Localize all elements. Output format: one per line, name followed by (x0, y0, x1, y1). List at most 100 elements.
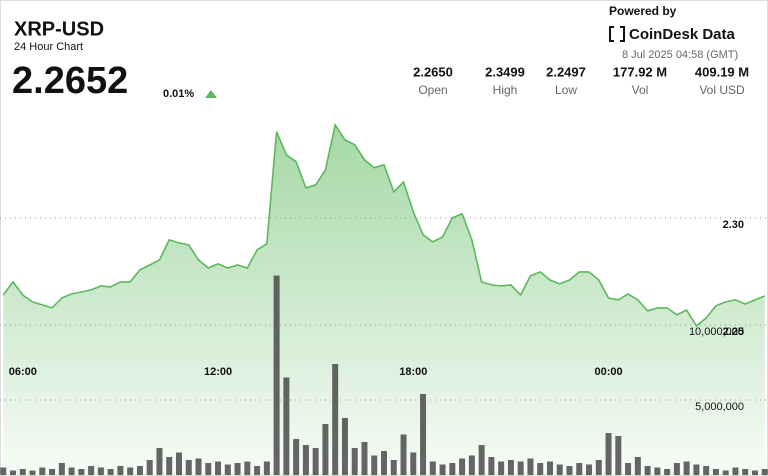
volume-bar (175, 452, 182, 475)
y-tick-label: 2.30 (723, 219, 744, 231)
y-tick-label: 10,000,000 (689, 326, 744, 338)
volume-bar (439, 464, 446, 475)
x-tick-label: 06:00 (9, 366, 37, 378)
stat-value: 2.2497 (546, 64, 586, 79)
stat-label: Open (418, 83, 447, 97)
volume-bar (312, 448, 319, 475)
volume-bar (751, 470, 758, 475)
volume-bar (19, 469, 26, 475)
volume-bar (546, 461, 553, 475)
volume-bar (351, 448, 358, 475)
volume-bar (244, 461, 251, 475)
volume-bar (322, 424, 329, 475)
volume-bar (166, 457, 173, 475)
volume-bar (88, 466, 95, 475)
volume-bar (712, 469, 719, 475)
y-tick-label: 5,000,000 (695, 401, 744, 413)
label-layer: 2.30 2.25 06:00 12:00 18:00 00:00 10,000,000 5,… (9, 219, 744, 413)
x-tick-label: 00:00 (594, 366, 622, 378)
volume-bar (732, 467, 739, 475)
volume-bar (39, 467, 46, 475)
volume-bar (673, 463, 680, 475)
volume-bar (449, 463, 456, 475)
volume-bar (195, 458, 202, 475)
volume-bar (566, 466, 573, 475)
volume-bar (644, 466, 651, 475)
volume-bar (293, 439, 300, 475)
volume-bar (722, 470, 729, 475)
volume-bar (0, 467, 7, 475)
volume-bar (742, 469, 749, 475)
volume-bar (595, 460, 602, 475)
volume-bar (410, 452, 417, 475)
volume-bar (654, 467, 661, 475)
up-icon (205, 90, 217, 98)
change: 0.01% (163, 88, 194, 100)
volume-bar (683, 461, 690, 475)
volume-bar (527, 458, 534, 475)
powered-by: Powered by (609, 4, 677, 18)
x-tick-label: 12:00 (204, 366, 232, 378)
volume-bar (693, 464, 700, 475)
stats: 2.2650 Open 2.3499 High 2.2497 Low 177.92 M Vol… (413, 64, 749, 97)
volume-bar (498, 461, 505, 475)
volume-bar (117, 466, 124, 475)
volume-bar (136, 466, 143, 475)
bar-layer (0, 275, 768, 475)
volume-bar (302, 445, 309, 475)
volume-bar (381, 451, 387, 475)
volume-bar (625, 463, 632, 475)
volume-bar (127, 467, 134, 475)
stat-label: Vol USD (699, 83, 745, 97)
volume-bar (341, 418, 348, 475)
plot: 2.30 2.25 06:00 12:00 18:00 00:00 10,000,000 5,… (0, 122, 768, 476)
volume-bar (586, 464, 593, 475)
volume-bar (420, 394, 427, 475)
volume-bar (263, 461, 270, 475)
volume-bar (615, 436, 622, 475)
volume-bar (10, 470, 17, 475)
volume-bar (488, 457, 495, 475)
volume-bar (332, 364, 339, 475)
grid-layer (0, 217, 768, 401)
volume-bar (517, 461, 524, 475)
volume-bar (507, 460, 514, 475)
volume-bar (156, 448, 163, 475)
volume-bar (761, 469, 768, 475)
volume-bar (703, 466, 710, 475)
volume-bar (185, 460, 192, 475)
volume-bar (78, 469, 85, 475)
volume-bar (49, 469, 56, 475)
volume-bar (215, 461, 222, 475)
volume-bar (390, 460, 397, 475)
brand-logo (609, 26, 625, 42)
price: 2.2652 (12, 60, 128, 102)
y-tick-label: 2.25 (723, 326, 744, 338)
line-layer (2, 122, 766, 328)
volume-bar (361, 442, 368, 475)
brand: CoinDesk Data (629, 26, 736, 43)
volume-bar (146, 460, 153, 475)
subtitle: 24 Hour Chart (14, 41, 83, 53)
volume-bar (634, 457, 641, 475)
volume-bar (576, 463, 583, 475)
price-line (2, 122, 766, 328)
volume-bar (556, 464, 563, 475)
area-layer (3, 124, 765, 476)
stat-label: High (493, 83, 518, 97)
volume-bar (283, 377, 290, 475)
volume-bar (468, 455, 475, 475)
stat-value: 177.92 M (613, 64, 667, 79)
x-tick-label: 18:00 (399, 366, 427, 378)
volume-bar (29, 470, 36, 475)
volume-bar (234, 463, 241, 475)
symbol: XRP-USD (14, 18, 104, 40)
volume-bar (478, 445, 485, 475)
volume-bar (664, 469, 671, 475)
volume-bar (224, 464, 231, 475)
timestamp: 8 Jul 2025 04:58 (GMT) (622, 49, 738, 61)
stat-label: Low (555, 83, 577, 97)
stat-value: 409.19 M (695, 64, 749, 79)
